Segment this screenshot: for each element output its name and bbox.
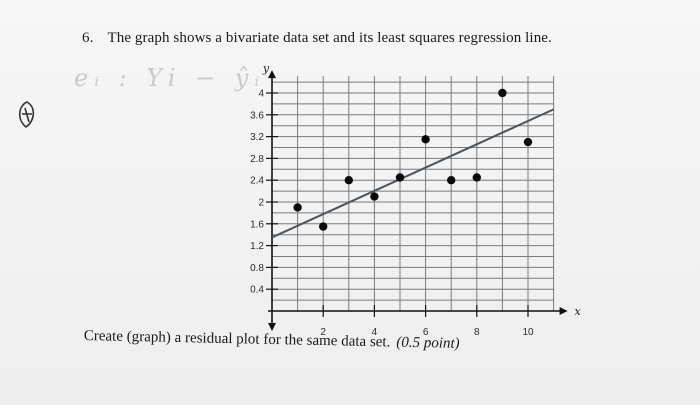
data-point — [472, 173, 481, 182]
regression-line-layer — [271, 108, 555, 239]
data-points — [293, 88, 533, 231]
y-tick-label: 1.6 — [250, 219, 264, 230]
x-tick-label: 4 — [372, 327, 378, 338]
regression-line — [271, 108, 555, 239]
handwritten-mark-icon — [14, 100, 40, 135]
x-axis-arrow-icon — [559, 307, 568, 315]
data-point — [523, 137, 533, 147]
y-tick-label: 1.2 — [250, 241, 264, 252]
tick-labels: 0.4 0.8 1.2 1.6 2 2.4 2.8 3.2 3.6 4 2 4 6 8 10 y x — [250, 62, 581, 338]
axes — [266, 70, 568, 331]
question-body: The graph shows a bivariate data set and… — [107, 30, 552, 46]
y-tick-label: 4 — [258, 89, 264, 100]
data-point — [344, 176, 353, 185]
y-axis-arrow-down-icon — [268, 323, 276, 331]
grid — [271, 76, 555, 312]
y-tick-label: 3.2 — [250, 132, 264, 143]
y-tick-label: 2 — [258, 198, 264, 209]
question-number: 6. — [82, 30, 94, 46]
y-axis-arrow-up-icon — [268, 70, 276, 79]
data-point — [293, 203, 302, 212]
question-text: 6. The graph shows a bivariate data set a… — [82, 30, 552, 47]
y-axis-label: y — [262, 62, 270, 75]
x-tick-label: 6 — [423, 327, 429, 338]
y-tick-label: 0.8 — [250, 263, 264, 274]
y-tick-label: 2.8 — [250, 154, 264, 165]
x-axis-label: x — [574, 305, 581, 318]
data-point — [421, 135, 430, 144]
y-tick-label: 2.4 — [250, 176, 264, 187]
data-point — [319, 222, 328, 231]
handwritten-margin-note: eᵢ : Yi − ŷᵢ — [74, 64, 266, 92]
data-point — [447, 176, 456, 185]
x-tick-label: 8 — [474, 327, 480, 338]
y-tick-label: 0.4 — [250, 285, 264, 296]
data-point — [395, 173, 405, 182]
instruction-points: (0.5 point) — [396, 334, 460, 352]
y-tick-label: 3.6 — [250, 110, 264, 121]
x-tick-label: 2 — [320, 327, 326, 338]
data-point — [370, 192, 379, 201]
x-tick-label: 10 — [522, 327, 534, 338]
data-point — [498, 88, 507, 98]
